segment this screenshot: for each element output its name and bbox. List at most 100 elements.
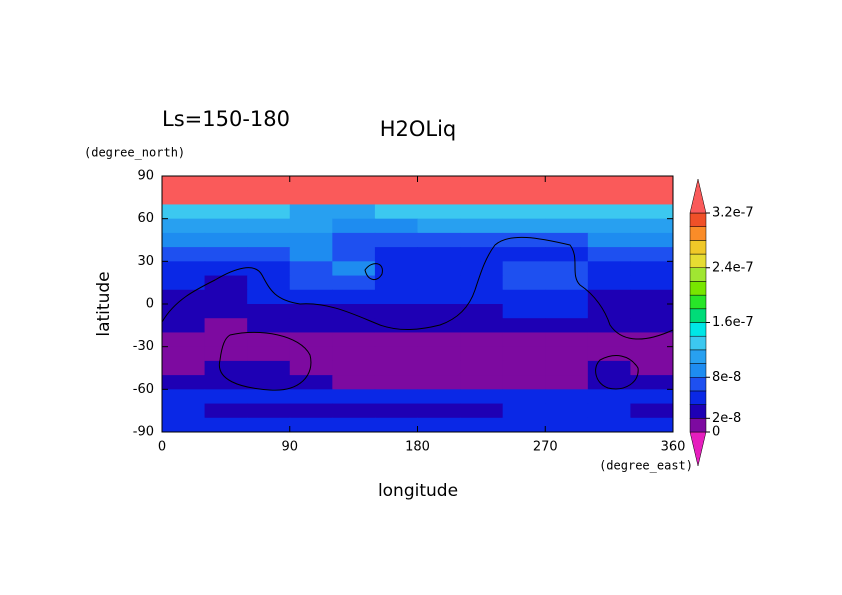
field-cell (247, 389, 291, 405)
field-cell (289, 318, 333, 333)
field-cell (587, 389, 631, 405)
field-cell (247, 375, 291, 390)
field-cell (502, 261, 546, 277)
y-axis-label: latitude (94, 271, 114, 336)
field-cell (545, 176, 589, 191)
field-cell (587, 261, 631, 277)
field-cell (587, 275, 631, 291)
colorbar-tick-label: 2.4e-7 (712, 260, 754, 275)
field-cell (460, 346, 504, 362)
field-cell (587, 247, 631, 262)
topography-contours (161, 236, 674, 391)
y-tick-label: -60 (133, 382, 154, 397)
field-cell (332, 232, 376, 248)
contour-line (161, 236, 674, 340)
chart-title: H2OLiq (380, 117, 457, 141)
field-cell (374, 261, 418, 277)
field-cell (289, 346, 333, 362)
colorbar-box (689, 404, 707, 419)
colorbar-box (689, 322, 707, 337)
field-cell (630, 346, 674, 362)
x-tick-label: 180 (405, 440, 430, 455)
colorbar-box (689, 349, 707, 364)
field-cell (460, 232, 504, 248)
field-cell (204, 389, 248, 405)
field-cell (630, 204, 674, 220)
field-cell (247, 275, 291, 291)
field-cell (162, 346, 206, 362)
field-cell (204, 289, 248, 305)
colorbar-box (689, 335, 707, 351)
field-cell (332, 247, 376, 262)
field-cell (502, 204, 546, 220)
colorbar-box (689, 308, 707, 323)
field-cell (460, 375, 504, 390)
field-cell (204, 261, 248, 277)
field-cell (204, 275, 248, 291)
field-cell (417, 403, 461, 419)
field-cell (630, 403, 674, 419)
colorbar-box (689, 240, 707, 255)
field-cell (502, 289, 546, 305)
field-cell (162, 232, 206, 248)
field-cell (460, 417, 504, 433)
field-cell (545, 289, 589, 305)
field-cell (630, 289, 674, 305)
field-cell (587, 375, 631, 390)
field-cell (587, 360, 631, 376)
field-cell (502, 232, 546, 248)
field-cell (545, 403, 589, 419)
field-cell (204, 247, 248, 262)
field-cell (247, 190, 291, 205)
field-cell (374, 375, 418, 390)
colorbar-box (689, 281, 707, 296)
field-cell (502, 190, 546, 205)
field-cell (460, 389, 504, 405)
field-cell (289, 389, 333, 405)
y-tick-label: 90 (137, 169, 154, 184)
field-cell (332, 375, 376, 390)
field-cell (247, 403, 291, 419)
field-cell (460, 360, 504, 376)
field-cell (502, 375, 546, 390)
field-cell (247, 360, 291, 376)
field-cell (289, 332, 333, 348)
field-cell (332, 346, 376, 362)
colorbar-tick-label: 2e-8 (712, 411, 741, 426)
field-cell (502, 275, 546, 291)
field-cell (460, 261, 504, 277)
field-cell (460, 403, 504, 419)
colorbar-tick-label: 3.2e-7 (712, 206, 754, 221)
field-cell (374, 176, 418, 191)
y-unit: (degree_north) (84, 146, 185, 160)
field-cell (587, 346, 631, 362)
field-cell (417, 346, 461, 362)
field-cell (374, 275, 418, 291)
contour-line (364, 263, 383, 280)
field-cell (587, 190, 631, 205)
field-cell (289, 375, 333, 390)
field-cell (545, 232, 589, 248)
field-cell (204, 375, 248, 390)
field-cell (332, 190, 376, 205)
field-cell (545, 389, 589, 405)
field-cell (162, 190, 206, 205)
field-cell (502, 360, 546, 376)
field-cell (460, 247, 504, 262)
field-cell (502, 332, 546, 348)
x-tick-label: 270 (533, 440, 558, 455)
field-cell (247, 346, 291, 362)
field-cell (204, 304, 248, 319)
field-cell (460, 190, 504, 205)
field-cell (374, 247, 418, 262)
field-cell (162, 218, 206, 234)
colorbar-box (689, 212, 707, 227)
field-cell (545, 346, 589, 362)
field-cell (289, 190, 333, 205)
field-cell (162, 261, 206, 277)
field-cell (417, 289, 461, 305)
field-cell (204, 218, 248, 234)
field-cell (289, 218, 333, 234)
field-cell (545, 318, 589, 333)
field-cell (162, 417, 206, 433)
